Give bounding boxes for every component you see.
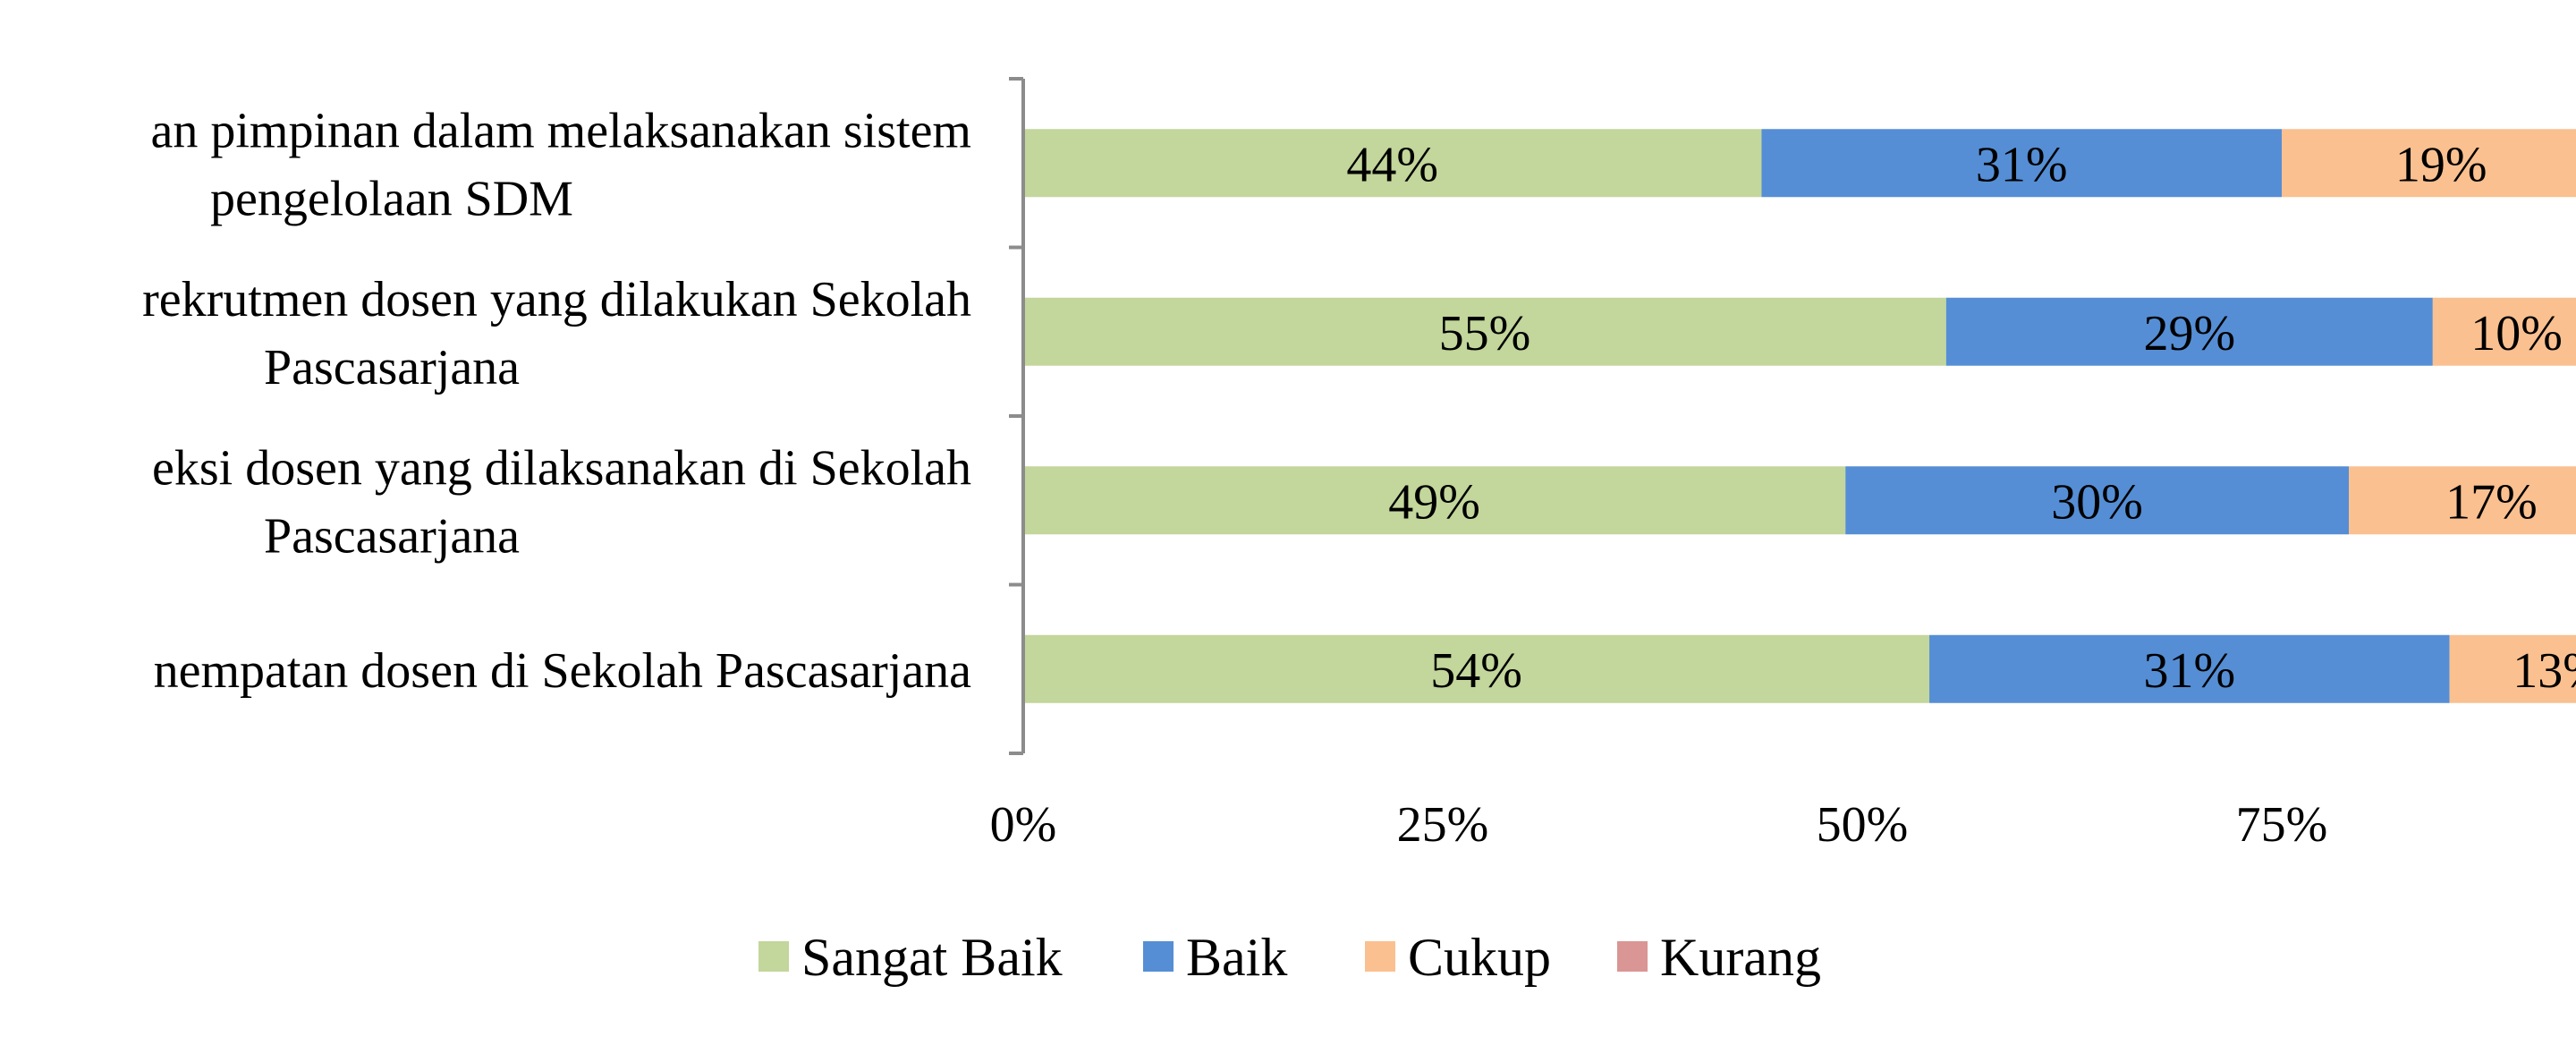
bar-cukup-3 [2449,634,2576,703]
data-label-sangat-baik-0: 44% [1346,137,1438,192]
data-label-cukup-1: 10% [2470,306,2563,361]
bar-baik-1 [1945,297,2433,366]
data-label-sangat-baik-2: 49% [1388,474,1480,530]
data-label-cukup-0: 19% [2395,137,2487,192]
x-tick-label-1: 25% [1397,797,1489,853]
legend-label-kurang: Kurang [1660,928,1821,987]
bar-sangat-baik-2 [1023,466,1846,535]
bar-baik-0 [1761,129,2282,198]
data-label-sangat-baik-1: 55% [1439,306,1531,361]
category-labels: an pimpinan dalam melaksanakan sistem pen… [142,103,971,699]
legend-label-sangat-baik: Sangat Baik [801,928,1063,987]
data-label-baik-2: 30% [2051,474,2143,530]
legend-swatch-sangat-baik [758,941,789,972]
bar-sangat-baik-0 [1023,129,1762,198]
bar-baik-2 [1845,466,2350,535]
category-label-3-line-0: nempatan dosen di Sekolah Pascasarjana [154,643,972,699]
bars-layer [1023,129,2576,703]
data-label-cukup-2: 17% [2445,474,2538,530]
bar-baik-3 [1929,634,2450,703]
x-tick-label-0: 0% [990,797,1057,853]
bar-sangat-baik-3 [1023,634,1930,703]
legend-label-cukup: Cukup [1408,928,1551,987]
y-axis [1009,77,1025,755]
data-label-baik-0: 31% [1976,137,2068,192]
legend-swatch-kurang [1617,941,1648,972]
bar-cukup-0 [2282,129,2576,198]
data-label-sangat-baik-3: 54% [1430,643,1522,699]
legend: Sangat Baik Baik Cukup Kurang [758,928,1821,987]
bar-cukup-1 [2432,297,2576,366]
legend-swatch-cukup [1365,941,1395,972]
bar-cukup-2 [2349,466,2576,535]
x-tick-label-3: 75% [2236,797,2328,853]
bar-sangat-baik-1 [1023,297,1946,366]
x-tick-label-2: 50% [1817,797,1909,853]
category-label-0-line-0: an pimpinan dalam melaksanakan sistem [150,103,971,158]
category-label-2-line-0: eksi dosen yang dilaksanakan di Sekolah [152,440,971,496]
category-label-1-line-1: Pascasarjana [264,340,520,395]
legend-label-baik: Baik [1186,928,1287,987]
category-label-0-line-1: pengelolaan SDM [210,171,573,226]
data-label-cukup-3: 13% [2512,643,2576,699]
x-tick-labels: 0% 25% 50% 75% [990,797,2328,853]
category-label-2-line-1: Pascasarjana [264,508,520,564]
data-labels-layer: 44% 31% 19% 55% 29% 10% 49% 30% 17% 54% 31% 13% [1346,137,2576,699]
category-label-1-line-0: rekrutmen dosen yang dilakukan Sekolah [142,272,971,327]
data-label-baik-3: 31% [2143,643,2235,699]
legend-swatch-baik [1143,941,1174,972]
data-label-baik-1: 29% [2143,306,2235,361]
